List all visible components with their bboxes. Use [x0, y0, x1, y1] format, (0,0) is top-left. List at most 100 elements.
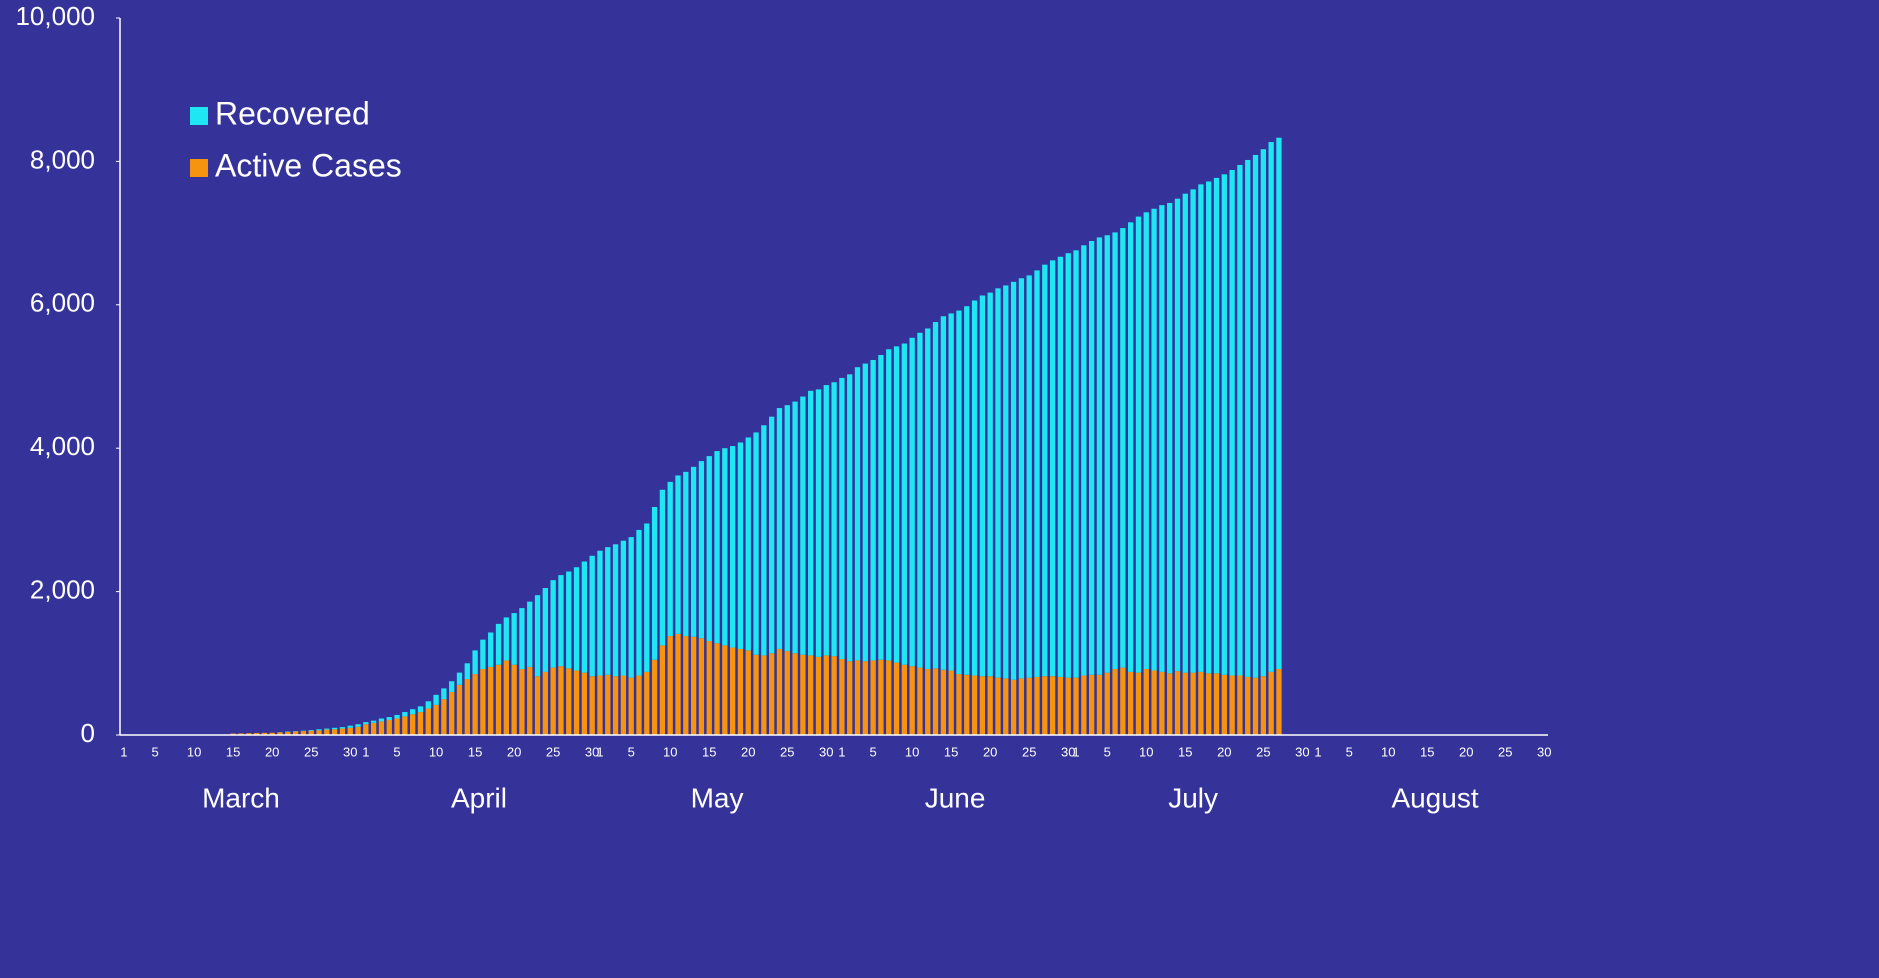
bar-segment: [698, 461, 705, 639]
bar-segment: [347, 727, 353, 735]
bar-segment: [441, 688, 447, 700]
bar-segment: [1065, 253, 1071, 678]
bar-segment: [620, 540, 627, 676]
bar-segment: [940, 316, 947, 670]
month-label: March: [202, 782, 280, 813]
bar-segment: [589, 555, 595, 677]
bar-segment: [901, 343, 907, 665]
bar-segment: [1073, 250, 1079, 678]
bar-segment: [815, 656, 822, 735]
x-tick-label: 10: [429, 744, 443, 759]
bar-segment: [925, 328, 931, 670]
bar-segment: [1049, 676, 1056, 735]
bar-segment: [745, 437, 751, 651]
month-label: July: [1168, 782, 1218, 813]
bar-segment: [1018, 678, 1025, 735]
bar-segment: [612, 676, 619, 735]
bar-segment: [745, 650, 751, 735]
bar-segment: [480, 639, 486, 670]
x-tick-label: 10: [1139, 744, 1153, 759]
bar-segment: [722, 448, 728, 646]
bar-segment: [636, 529, 642, 676]
bar-segment: [605, 547, 611, 675]
bar-segment: [909, 337, 915, 667]
x-tick-label: 30: [585, 744, 599, 759]
bar-segment: [1135, 216, 1142, 673]
x-tick-label: 25: [1022, 744, 1036, 759]
bar-segment: [683, 471, 689, 637]
bar-segment: [503, 660, 509, 735]
bar-segment: [581, 561, 588, 673]
bar-segment: [542, 588, 548, 672]
bar-segment: [1104, 235, 1110, 673]
x-tick-label: 15: [1420, 744, 1434, 759]
bar-segment: [815, 389, 822, 657]
bar-segment: [690, 636, 697, 735]
bar-segment: [1276, 137, 1282, 670]
bar-segment: [488, 632, 494, 667]
bar-segment: [1167, 202, 1173, 674]
bar-segment: [285, 731, 291, 735]
bar-segment: [1010, 281, 1017, 680]
month-label: May: [691, 782, 744, 813]
bar-segment: [1229, 170, 1235, 676]
bar-segment: [667, 481, 673, 637]
bar-segment: [1198, 184, 1204, 672]
bar-segment: [1213, 177, 1220, 674]
bar-segment: [534, 595, 541, 677]
bar-segment: [971, 300, 978, 676]
bar-segment: [324, 729, 330, 735]
x-tick-label: 15: [944, 744, 958, 759]
y-tick-label: 2,000: [30, 574, 95, 604]
bar-segment: [1190, 189, 1196, 673]
bar-segment: [402, 716, 408, 735]
bar-segment: [1049, 260, 1056, 677]
x-tick-label: 5: [870, 744, 877, 759]
x-tick-label: 5: [393, 744, 400, 759]
bar-segment: [495, 664, 502, 735]
bar-segment: [1237, 164, 1243, 676]
bar-segment: [761, 655, 767, 735]
bar-segment: [550, 580, 556, 668]
bar-segment: [987, 676, 993, 735]
bar-segment: [597, 550, 603, 676]
bar-segment: [238, 733, 244, 735]
bar-segment: [979, 295, 986, 677]
bar-segment: [1260, 149, 1266, 677]
bar-segment: [800, 396, 806, 655]
x-tick-label: 20: [741, 744, 755, 759]
bar-segment: [1151, 670, 1157, 735]
bar-segment: [784, 651, 790, 735]
bar-segment: [644, 523, 650, 672]
bar-segment: [675, 475, 681, 634]
bar-segment: [331, 727, 338, 730]
bar-segment: [464, 679, 470, 735]
x-tick-label: 25: [304, 744, 318, 759]
bar-segment: [1034, 676, 1040, 735]
bar-segment: [1221, 174, 1227, 675]
bar-segment: [433, 704, 439, 735]
bar-segment: [1018, 278, 1025, 679]
x-tick-label: 1: [120, 744, 127, 759]
bar-segment: [316, 730, 322, 735]
bar-segment: [347, 725, 353, 728]
bar-segment: [769, 653, 775, 735]
bar-segment: [527, 666, 533, 735]
x-tick-label: 25: [546, 744, 560, 759]
bar-segment: [753, 654, 759, 735]
bar-segment: [1174, 671, 1181, 735]
bar-segment: [729, 446, 736, 648]
month-label: June: [925, 782, 986, 813]
bar-segment: [1104, 672, 1110, 735]
bar-segment: [464, 663, 470, 680]
bar-segment: [410, 709, 416, 715]
bar-segment: [1206, 673, 1212, 735]
bar-segment: [1003, 678, 1009, 735]
bar-segment: [753, 432, 759, 655]
x-tick-label: 1: [1314, 744, 1321, 759]
bar-segment: [511, 613, 517, 665]
x-tick-label: 30: [819, 744, 833, 759]
x-tick-label: 15: [468, 744, 482, 759]
